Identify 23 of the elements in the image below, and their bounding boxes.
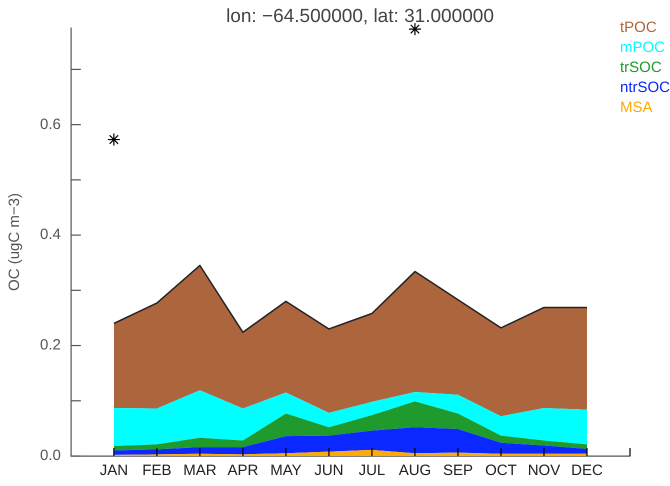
x-tick-label: JUN	[314, 462, 344, 480]
x-tick-label: SEP	[442, 462, 473, 480]
y-tick-label: 0.2	[40, 336, 61, 354]
x-tick-label: MAR	[183, 462, 217, 480]
x-tick-label: OCT	[485, 462, 517, 480]
y-tick-label: 0.0	[40, 447, 61, 464]
text: trSOC	[620, 58, 663, 78]
x-tick-label: DEC	[571, 462, 603, 480]
x-tick-label: MAY	[270, 462, 302, 480]
text: mPOC	[620, 38, 666, 58]
y-axis-title: OC (ugC m−3)	[6, 193, 24, 291]
x-tick-label: JUL	[358, 462, 386, 480]
x-tick-label: FEB	[142, 462, 172, 480]
text: MSA	[620, 98, 654, 118]
x-tick-label: NOV	[528, 462, 560, 480]
text: ntrSOC	[620, 78, 670, 98]
x-tick-label: APR	[227, 462, 258, 480]
x-tick-label: AUG	[398, 462, 432, 480]
text: tPOC	[620, 18, 658, 38]
chart-title: lon: −64.500000, lat: 31.000000	[226, 6, 494, 27]
y-tick-label: 0.4	[40, 226, 61, 244]
x-tick-label: JAN	[100, 462, 128, 480]
y-tick-label: 0.6	[40, 116, 61, 133]
